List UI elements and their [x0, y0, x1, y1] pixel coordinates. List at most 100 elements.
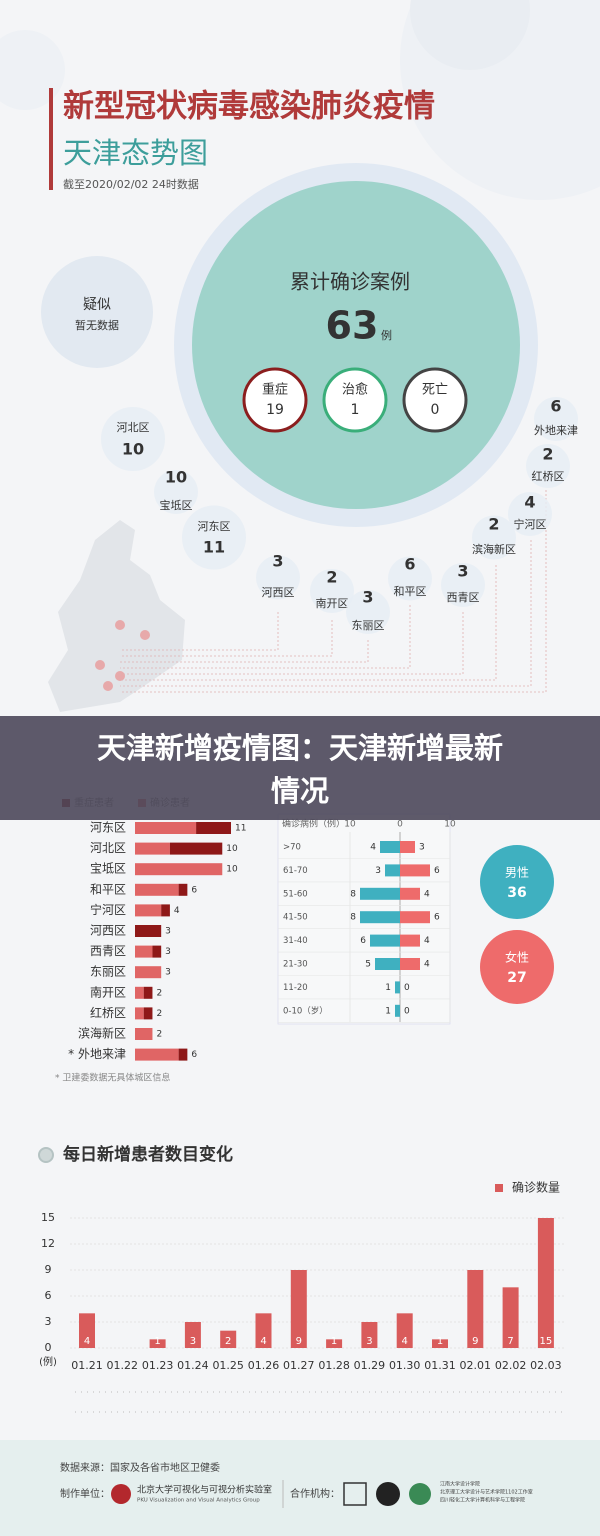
date: 截至2020/02/02 24时数据	[63, 177, 199, 191]
age-label: >70	[283, 843, 301, 853]
category-label: 和平区	[90, 882, 126, 896]
status-value: 19	[266, 402, 284, 418]
district-value: 10	[165, 468, 187, 487]
district-bubble	[101, 407, 165, 471]
value-label: 8	[350, 889, 356, 899]
x-tick-label: 01.31	[424, 1359, 456, 1372]
chart-title: 每日新增患者数目变化	[63, 1144, 233, 1165]
map-dot	[115, 671, 125, 681]
district-value: 2	[326, 568, 337, 587]
title-icon	[38, 1147, 54, 1163]
district-name: 东丽区	[352, 619, 385, 632]
bar	[400, 934, 420, 947]
value-label: 2	[225, 1336, 231, 1347]
value-label: 4	[424, 889, 430, 899]
category-label: 河北区	[90, 841, 126, 855]
bar-segment	[178, 1048, 188, 1061]
connector	[120, 612, 279, 651]
bar	[400, 911, 430, 924]
bar-segment	[135, 863, 223, 876]
category-label: 河西区	[90, 924, 126, 938]
x-tick-label: 01.26	[248, 1359, 280, 1372]
legend-label: 确诊数量	[512, 1180, 560, 1195]
district-value: 6	[404, 555, 415, 574]
value-label: 3	[419, 843, 425, 853]
connector	[120, 565, 497, 681]
bar	[220, 1330, 237, 1348]
district-name: 西青区	[447, 591, 480, 604]
gender-total: 36	[507, 885, 526, 901]
bar	[375, 958, 400, 970]
title-bar	[49, 88, 53, 190]
x-tick-label: 01.28	[318, 1359, 350, 1372]
value-label: 3	[190, 1336, 196, 1347]
gender-label: 男性	[505, 866, 529, 880]
bar-segment	[135, 1048, 179, 1061]
value-label: 7	[507, 1336, 513, 1347]
district-name: 河西区	[262, 586, 295, 599]
district-bubble	[388, 556, 432, 601]
district-value: 11	[203, 538, 225, 557]
district-bubble	[526, 444, 570, 488]
bar	[79, 1313, 95, 1348]
district-value: 3	[457, 562, 468, 581]
connector	[120, 490, 547, 693]
district-name: 红桥区	[532, 470, 565, 483]
x-tick-label: 01.25	[212, 1359, 244, 1372]
value-label: 6	[360, 936, 366, 946]
bar	[400, 864, 430, 877]
status-value: 0	[431, 402, 440, 418]
district-name: 宝坻区	[160, 498, 193, 512]
district-bubble	[346, 590, 390, 634]
value-label: 1	[331, 1336, 337, 1347]
value-label: 6	[434, 913, 440, 923]
value-label: 4	[424, 960, 430, 970]
logo	[343, 1482, 367, 1506]
bar	[361, 1322, 378, 1348]
district-name: 宁河区	[514, 517, 547, 531]
status-circle	[322, 367, 388, 433]
y-tick-label: 15	[41, 1211, 55, 1224]
status-value: 1	[351, 402, 360, 418]
value-label: 1	[154, 1336, 160, 1347]
suspected-circle	[41, 256, 153, 368]
gender-circle	[480, 930, 554, 1004]
age-label: 41-50	[283, 913, 308, 923]
gender-circle	[480, 845, 554, 919]
note: * 卫建委数据无具体城区信息	[55, 1072, 170, 1084]
title: 新型冠状病毒感染肺炎疫情	[63, 89, 435, 125]
banner-text: 情况	[271, 774, 329, 808]
district-name: 河北区	[117, 421, 150, 434]
district-name: 滨海新区	[472, 542, 516, 556]
value-label: 3	[375, 866, 381, 876]
gender-total: 27	[507, 970, 526, 986]
total-label: 2	[156, 988, 162, 998]
category-label: 滨海新区	[78, 1026, 126, 1041]
district-value: 10	[122, 440, 144, 459]
y-tick-label: 12	[41, 1237, 55, 1250]
total-label: 2	[156, 1009, 162, 1019]
decor-circle	[410, 0, 530, 70]
pyramid-title: 确诊病例（例）	[282, 818, 345, 830]
district-value: 6	[550, 397, 561, 416]
x-tick-label: 02.02	[495, 1359, 527, 1372]
value-label: 1	[385, 1006, 391, 1016]
bar	[502, 1287, 519, 1348]
bar-segment	[161, 904, 170, 917]
status-label: 重症	[262, 382, 288, 398]
district-name: 南开区	[316, 597, 349, 610]
bar-segment	[196, 822, 231, 834]
bar	[380, 841, 400, 853]
value-label: 0	[404, 983, 410, 993]
age-label: 21-30	[283, 960, 308, 970]
category-label: 东丽区	[90, 965, 126, 979]
value-label: 9	[296, 1336, 302, 1347]
x-tick-label: 01.29	[354, 1359, 386, 1372]
bar	[400, 841, 415, 853]
value-label: 4	[424, 936, 430, 946]
district-name: 外地来津	[534, 424, 578, 437]
bar-segment	[135, 1007, 144, 1020]
value-label: 9	[472, 1336, 478, 1347]
bar	[255, 1313, 272, 1348]
x-tick-label: 01.27	[283, 1359, 315, 1372]
